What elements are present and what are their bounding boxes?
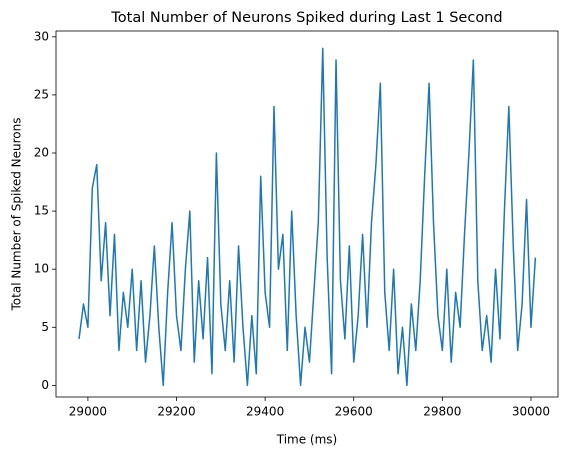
- data-line: [78, 47, 537, 387]
- x-tick-label: 29800: [423, 405, 461, 419]
- x-tick-label: 29600: [335, 405, 373, 419]
- x-tick-label: 29200: [157, 405, 195, 419]
- y-tick-label: 15: [34, 204, 49, 218]
- plot-frame: [55, 30, 559, 398]
- y-tick-label: 10: [34, 262, 49, 276]
- y-tick-label: 30: [34, 29, 49, 43]
- y-tick-label: 0: [41, 378, 49, 392]
- x-axis-label: Time (ms): [276, 433, 338, 447]
- y-tick-label: 25: [34, 87, 49, 101]
- y-tick-label: 20: [34, 146, 49, 160]
- x-tick-label: 29000: [69, 405, 107, 419]
- x-tick-label: 30000: [512, 405, 550, 419]
- chart-title: Total Number of Neurons Spiked during La…: [110, 10, 502, 26]
- y-axis-label: Total Number of Spiked Neurons: [10, 118, 24, 312]
- y-tick-label: 5: [41, 320, 49, 334]
- x-tick-label: 29400: [246, 405, 284, 419]
